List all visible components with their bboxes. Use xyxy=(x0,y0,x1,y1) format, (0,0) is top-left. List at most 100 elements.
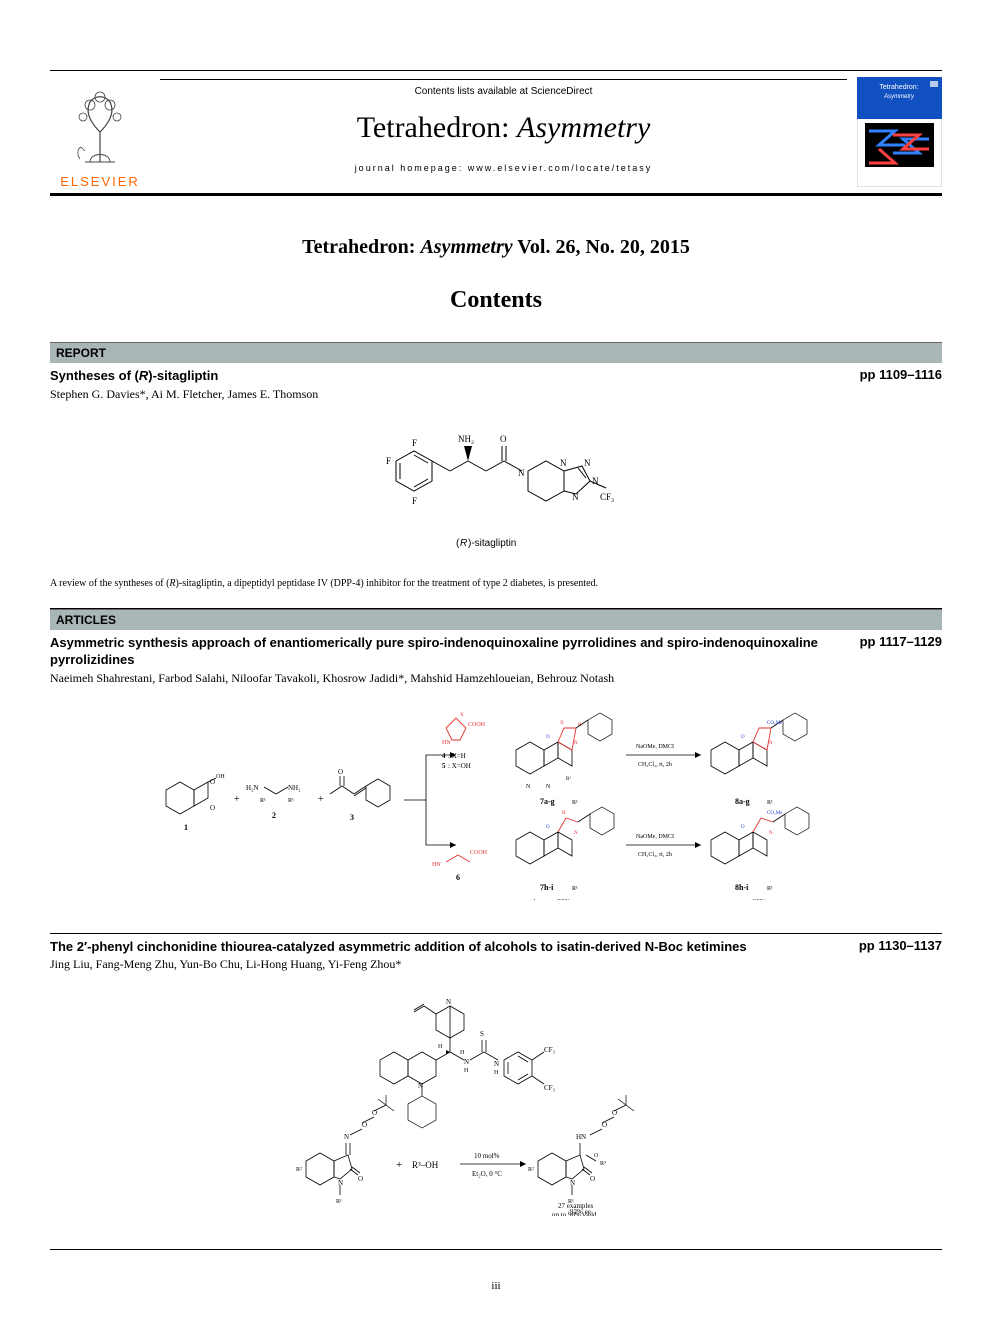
article-pages: pp 1130–1137 xyxy=(859,938,942,953)
article-title: Syntheses of (R)-sitagliptin xyxy=(50,367,860,385)
svg-text:R¹: R¹ xyxy=(767,800,773,806)
svg-text:COOH: COOH xyxy=(468,722,486,728)
issue-title: Tetrahedron: Asymmetry Vol. 26, No. 20, … xyxy=(50,236,942,259)
svg-text:R¹: R¹ xyxy=(572,800,578,806)
journal-header: ELSEVIER Contents lists available at Sci… xyxy=(50,70,942,196)
svg-text:CF₃: CF₃ xyxy=(600,492,614,502)
svg-text:H: H xyxy=(438,1044,443,1050)
cover-icon: Tetrahedron: Asymmetry xyxy=(857,77,942,187)
svg-text:H: H xyxy=(494,1070,499,1076)
section-bar-report: REPORT xyxy=(50,342,942,363)
svg-text:N: N xyxy=(546,784,551,790)
cinchonidine-scheme-icon: N H H N S N H H xyxy=(276,986,716,1216)
section-bar-articles: ARTICLES xyxy=(50,609,942,630)
svg-text:O: O xyxy=(210,804,215,812)
svg-text:7h-i: 7h-i xyxy=(540,883,554,892)
article-figure: O O OH 1 + H₂N NH₂ R¹ R¹ 2 + xyxy=(50,700,942,905)
sitagliptin-structure-icon: F F F NH₂ O N N N N N xyxy=(346,416,646,556)
article-entry: Asymmetric synthesis approach of enantio… xyxy=(50,630,942,934)
svg-text:COOH: COOH xyxy=(470,850,488,856)
svg-text:R¹: R¹ xyxy=(566,776,571,782)
contents-heading: Contents xyxy=(50,287,942,314)
svg-text:CH₂Cl₂, rt, 2h: CH₂Cl₂, rt, 2h xyxy=(638,852,672,858)
svg-text:R²: R² xyxy=(296,1167,302,1173)
journal-name-italic: Asymmetry xyxy=(517,111,650,144)
svg-text:N: N xyxy=(570,1179,575,1187)
svg-text:O: O xyxy=(741,735,745,740)
svg-text:H: H xyxy=(562,811,566,816)
svg-text:10 mol%: 10 mol% xyxy=(474,1152,500,1160)
svg-text:NH₂: NH₂ xyxy=(288,784,301,792)
svg-text:CH₂Cl₂, rt, 2h: CH₂Cl₂, rt, 2h xyxy=(638,762,672,768)
svg-text:N: N xyxy=(560,458,567,468)
publisher-logo: ELSEVIER xyxy=(50,71,160,193)
svg-text:HN: HN xyxy=(576,1133,586,1141)
svg-text:)-sitagliptin: )-sitagliptin xyxy=(468,538,516,549)
svg-text:5: 5 xyxy=(442,762,446,770)
journal-cover-thumbnail: Tetrahedron: Asymmetry xyxy=(847,71,942,193)
journal-homepage: journal homepage: www.elsevier.com/locat… xyxy=(355,163,653,173)
svg-text:F: F xyxy=(386,456,391,466)
svg-text:+: + xyxy=(396,1159,402,1171)
svg-text:NH₂: NH₂ xyxy=(458,434,474,444)
svg-text:N: N xyxy=(584,458,591,468)
svg-text:N: N xyxy=(526,784,531,790)
page-number: iii xyxy=(50,1280,942,1292)
svg-text:Et₂O, 0 °C: Et₂O, 0 °C xyxy=(472,1170,502,1178)
article-header: Syntheses of (R)-sitagliptin pp 1109–111… xyxy=(50,363,942,385)
svg-text:Tetrahedron:: Tetrahedron: xyxy=(879,84,918,91)
svg-text:N: N xyxy=(446,998,451,1006)
svg-text:8h-i: 8h-i xyxy=(735,883,749,892)
svg-text:1: 1 xyxy=(184,823,188,832)
svg-text:R¹: R¹ xyxy=(288,798,294,804)
article-pages: pp 1109–1116 xyxy=(860,367,942,382)
svg-text:X: X xyxy=(460,713,464,718)
svg-text:O: O xyxy=(358,1175,363,1183)
article-header: The 2′-phenyl cinchonidine thiourea-cata… xyxy=(50,934,942,956)
publisher-name: ELSEVIER xyxy=(60,174,140,189)
article-authors: Stephen G. Davies*, Ai M. Fletcher, Jame… xyxy=(50,387,942,402)
svg-text:CO₂Me: CO₂Me xyxy=(767,721,783,726)
svg-text:N: N xyxy=(769,831,773,836)
svg-text:O: O xyxy=(500,434,507,444)
header-center: Contents lists available at ScienceDirec… xyxy=(160,71,847,193)
journal-name: Tetrahedron: Asymmetry xyxy=(357,111,651,145)
svg-text:O: O xyxy=(546,825,550,830)
elsevier-tree-icon xyxy=(55,87,145,172)
svg-text:NaOMe, DMCI: NaOMe, DMCI xyxy=(636,834,674,840)
svg-text:4: 4 xyxy=(442,752,446,760)
svg-text:X: X xyxy=(560,721,564,726)
svg-text:H: H xyxy=(460,1050,465,1056)
svg-text:F: F xyxy=(412,438,417,448)
issue-title-italic: Asymmetry xyxy=(420,236,512,258)
spiro-scheme-icon: O O OH 1 + H₂N NH₂ R¹ R¹ 2 + xyxy=(146,700,846,900)
svg-text:N: N xyxy=(464,1058,469,1066)
svg-text:2: 2 xyxy=(272,811,276,820)
svg-text:NaOMe, DMCI: NaOMe, DMCI xyxy=(636,744,674,750)
svg-text:CO₂Me: CO₂Me xyxy=(767,811,783,816)
svg-text:O: O xyxy=(594,1153,599,1159)
svg-text:8a-g: 8a-g xyxy=(735,797,750,806)
svg-text:N: N xyxy=(518,468,525,478)
article-figure: F F F NH₂ O N N N N N xyxy=(50,416,942,561)
svg-text:CF₃: CF₃ xyxy=(544,1046,556,1054)
svg-text:H: H xyxy=(464,1068,469,1074)
svg-text:OH: OH xyxy=(216,774,225,780)
svg-text:Asymmetry: Asymmetry xyxy=(883,94,915,100)
svg-text:N: N xyxy=(769,741,773,746)
issue-title-suffix: Vol. 26, No. 20, 2015 xyxy=(517,236,690,258)
article-authors: Jing Liu, Fang-Meng Zhu, Yun-Bo Chu, Li-… xyxy=(50,957,942,972)
svg-text:HN: HN xyxy=(432,862,441,868)
article-title: The 2′-phenyl cinchonidine thiourea-cata… xyxy=(50,938,859,956)
article-header: Asymmetric synthesis approach of enantio… xyxy=(50,630,942,669)
svg-text:O: O xyxy=(546,735,550,740)
svg-text:6: 6 xyxy=(456,873,460,882)
svg-text:O: O xyxy=(741,825,745,830)
svg-text:N: N xyxy=(494,1060,499,1068)
svg-text:O: O xyxy=(590,1175,595,1183)
article-authors: Naeimeh Shahrestani, Farbod Salahi, Nilo… xyxy=(50,671,942,686)
article-abstract: A review of the syntheses of (R)-sitagli… xyxy=(50,577,942,590)
svg-text:3: 3 xyxy=(350,813,354,822)
svg-text:N: N xyxy=(572,492,579,502)
svg-text:+: + xyxy=(318,794,324,805)
